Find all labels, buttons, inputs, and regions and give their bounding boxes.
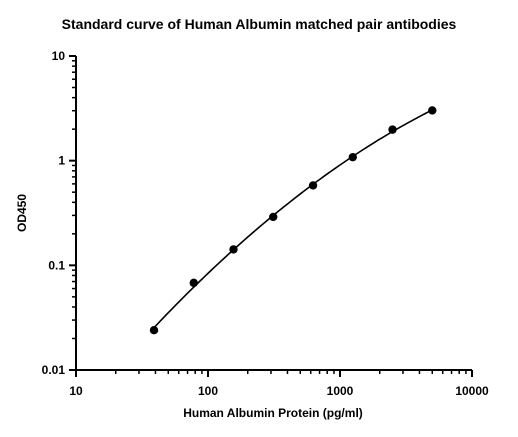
y-tick-label: 1 [58, 154, 65, 168]
plot-area: 10 100 1000 10000 0.01 0.1 1 10 [42, 49, 489, 398]
data-points [149, 106, 437, 335]
data-point [269, 212, 278, 222]
chart-title: Standard curve of Human Albumin matched … [62, 16, 457, 32]
x-tick-label: 100 [198, 384, 218, 398]
y-axis-major-ticks [69, 55, 76, 371]
data-point [149, 326, 159, 335]
y-tick-label: 0.01 [42, 363, 66, 377]
data-point [388, 125, 397, 134]
x-axis-tick-labels: 10 100 1000 10000 [69, 384, 489, 398]
y-axis-label: OD450 [15, 194, 29, 232]
data-point [229, 245, 238, 254]
x-axis-label: Human Albumin Protein (pg/ml) [183, 406, 363, 420]
y-tick-label: 0.1 [48, 258, 65, 272]
x-tick-label: 1000 [327, 384, 354, 398]
x-tick-label: 10 [69, 384, 83, 398]
data-point [308, 181, 318, 190]
y-axis-tick-labels: 0.01 0.1 1 10 [42, 49, 66, 377]
data-point [348, 152, 357, 162]
fit-curve [153, 109, 433, 329]
x-axis-major-ticks [75, 370, 473, 377]
data-point [428, 106, 437, 115]
x-tick-label: 10000 [455, 384, 489, 398]
y-tick-label: 10 [52, 49, 66, 63]
data-point [189, 278, 198, 288]
